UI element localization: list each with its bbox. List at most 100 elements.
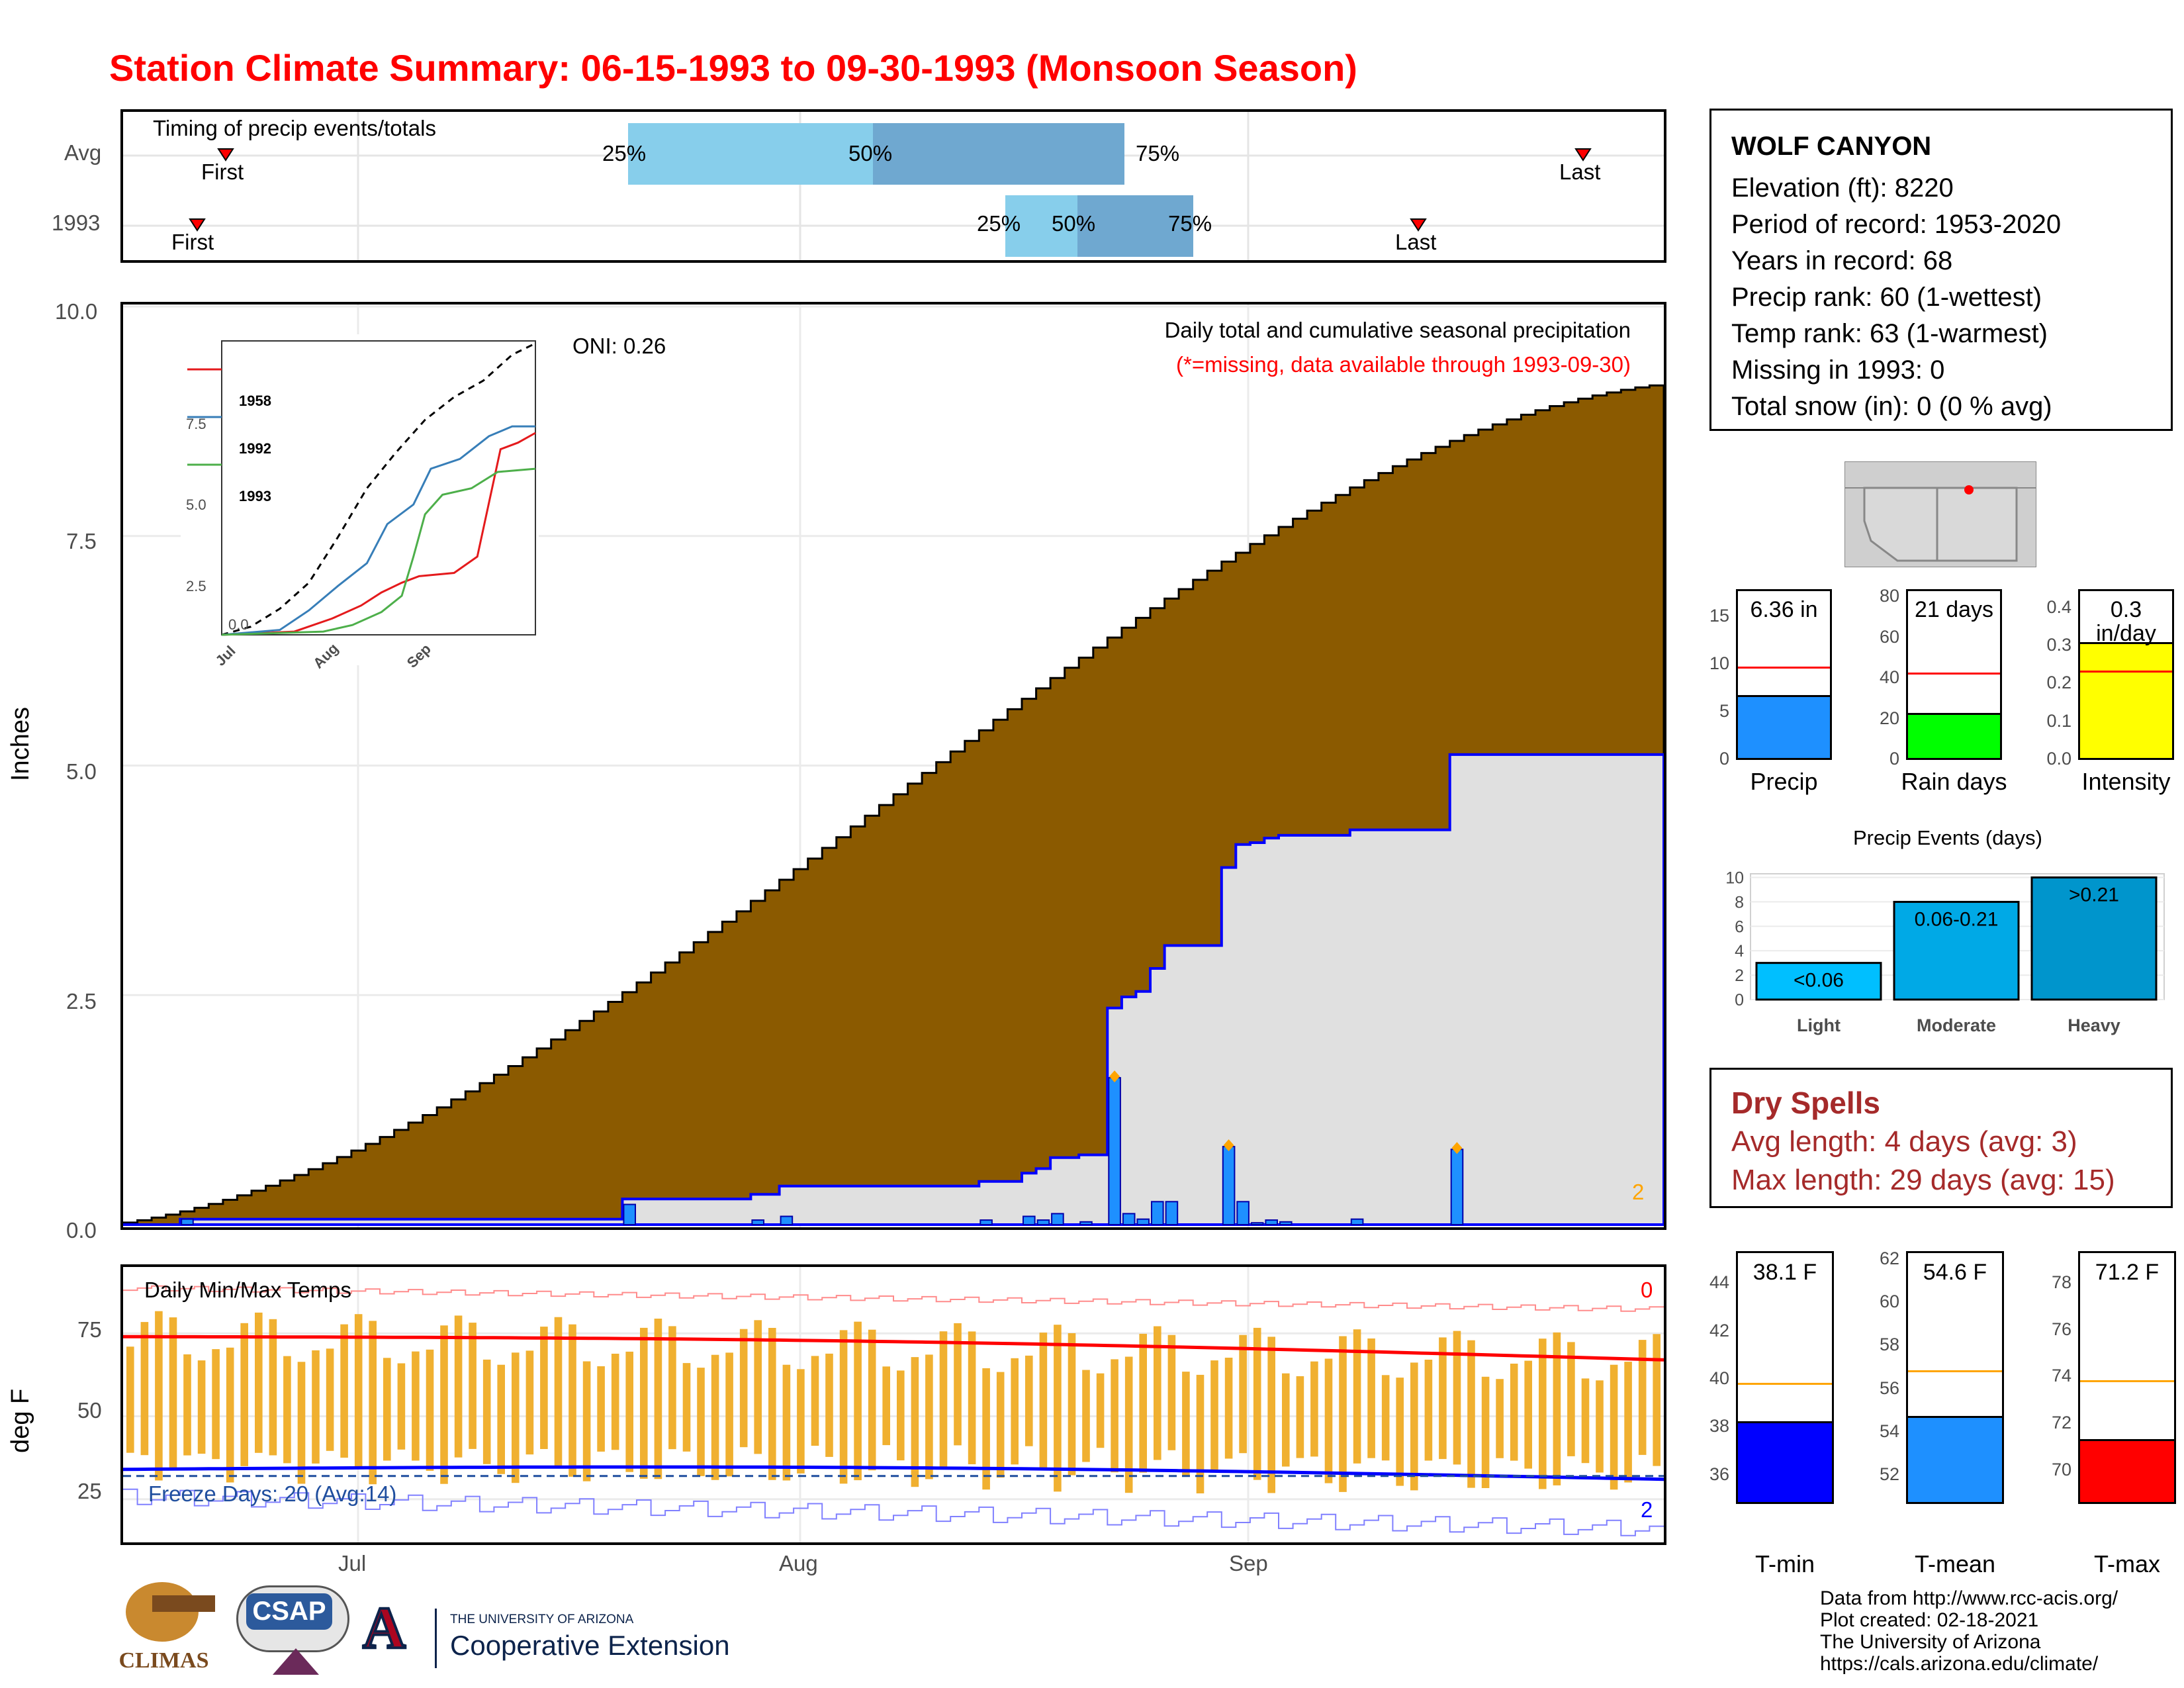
temp-summary-value-0: 38.1 F — [1752, 1260, 1817, 1285]
temp-range-bar-0 — [126, 1346, 134, 1453]
temp-range-bar-53 — [882, 1366, 890, 1446]
station-elevation: Elevation (ft): 8220 — [1731, 173, 1954, 203]
temp-range-bar-80 — [1267, 1336, 1275, 1493]
temp-range-bar-46 — [782, 1364, 791, 1481]
events-category-2: Heavy — [2068, 1015, 2120, 1035]
summary-tick-1-3: 60 — [1879, 626, 1899, 647]
temp-range-bar-34 — [611, 1354, 619, 1450]
temp-range-bar-4 — [183, 1354, 191, 1456]
temp-range-bar-91 — [1424, 1360, 1433, 1461]
y1993-last-marker — [1410, 218, 1427, 232]
summary-box-0: 6.36 in — [1736, 589, 1832, 760]
daily-precip-bar-72 — [1151, 1201, 1164, 1226]
events-bar-2 — [2030, 876, 2158, 1001]
climas-logo: CLIMAS — [109, 1582, 218, 1681]
average-max-line — [123, 1335, 1664, 1362]
daily-precip-bar-64 — [1036, 1219, 1050, 1225]
daily-precip-bar-93 — [1450, 1149, 1464, 1226]
temp-range-bar-64 — [1039, 1333, 1048, 1469]
events-bar-label-2: >0.21 — [2069, 884, 2119, 906]
cumulative-1993-area — [123, 753, 1664, 1226]
daily-precip-bar-81 — [1279, 1221, 1293, 1226]
temp-range-bar-42 — [725, 1352, 733, 1477]
daily-precip-bar-86 — [1350, 1218, 1364, 1225]
temp-range-bar-85 — [1339, 1336, 1347, 1492]
temp-range-bar-93 — [1453, 1331, 1461, 1465]
temp-range-bar-56 — [925, 1354, 933, 1479]
temp-range-bar-96 — [1496, 1379, 1504, 1458]
summary-box-1: 21 days — [1906, 589, 2002, 760]
avg-p50-label: 50% — [848, 141, 893, 165]
temp-range-bar-19 — [397, 1363, 406, 1450]
ua-big-text: Cooperative Extension — [450, 1630, 730, 1661]
temp-range-bar-101 — [1567, 1342, 1575, 1456]
daily-precip-bar-78 — [1236, 1201, 1250, 1226]
temp-summary-tick-1-5: 62 — [1879, 1248, 1899, 1268]
footer-line-1: Data from http://www.rcc-acis.org/ — [1820, 1587, 2118, 1609]
events-bar-label-0: <0.06 — [1794, 970, 1844, 992]
average-min-line — [123, 1465, 1664, 1481]
temp-range-bar-68 — [1096, 1373, 1105, 1448]
temp-range-bar-1 — [140, 1322, 149, 1456]
temp-range-bar-24 — [469, 1323, 477, 1449]
temp-range-bar-11 — [283, 1356, 291, 1464]
record-high-line — [123, 1285, 1664, 1312]
temp-summary-tick-0-2: 40 — [1709, 1368, 1729, 1388]
temp-ytick-75: 75 — [77, 1317, 102, 1342]
precip-ytick-1: 2.5 — [66, 989, 97, 1013]
timing-header: Timing of precip events/totals — [153, 116, 436, 140]
summary-tick-2-0: 0.0 — [2046, 749, 2071, 769]
temp-range-bar-13 — [312, 1350, 320, 1464]
dry-spells-box: Dry Spells Avg length: 4 days (avg: 3) M… — [1709, 1068, 2173, 1208]
avg-last-label: Last — [1559, 160, 1601, 184]
temp-range-bar-16 — [354, 1314, 363, 1468]
timing-panel: Timing of precip events/totals First Las… — [120, 109, 1666, 263]
temp-count-bottom: 2 — [1641, 1497, 1653, 1522]
summary-tick-1-1: 20 — [1879, 708, 1899, 728]
avg-25-50-bar — [628, 123, 873, 185]
inset-ytick-2: 5.0 — [186, 496, 206, 513]
temp-range-bar-58 — [954, 1323, 962, 1446]
summary-tick-2-2: 0.2 — [2046, 673, 2071, 693]
station-location-marker — [1964, 485, 1974, 494]
temp-range-bar-106 — [1638, 1340, 1647, 1455]
temp-range-bar-33 — [597, 1366, 605, 1452]
temp-range-bar-60 — [982, 1368, 990, 1490]
temp-range-bar-76 — [1210, 1360, 1218, 1470]
temp-range-bar-45 — [768, 1328, 776, 1480]
precip-header: Daily total and cumulative seasonal prec… — [1164, 318, 1631, 342]
avg-last-marker — [1574, 148, 1592, 162]
temp-range-bar-47 — [797, 1369, 805, 1474]
station-temp-rank: Temp rank: 63 (1-warmest) — [1731, 319, 2048, 348]
temp-range-bar-95 — [1481, 1376, 1490, 1488]
daily-precip-bar-44 — [751, 1219, 765, 1225]
temp-range-bar-48 — [811, 1356, 819, 1446]
temp-range-bar-82 — [1296, 1376, 1304, 1458]
temp-range-bar-61 — [996, 1372, 1005, 1478]
temp-range-bar-7 — [226, 1347, 234, 1483]
temp-summary-tick-0-0: 36 — [1709, 1464, 1729, 1484]
daily-precip-bar-67 — [1079, 1221, 1093, 1226]
precip-ytick-2: 5.0 — [66, 759, 97, 784]
precip-ytick-0: 0.0 — [66, 1218, 97, 1243]
events-category-1: Moderate — [1917, 1015, 1996, 1035]
station-missing: Missing in 1993: 0 — [1731, 355, 1945, 385]
summary-tick-0-2: 10 — [1709, 653, 1729, 673]
y1993-last-label: Last — [1395, 230, 1437, 254]
summary-tick-1-0: 0 — [1889, 749, 1899, 769]
temp-summary-tick-1-1: 54 — [1879, 1421, 1899, 1442]
temp-range-bar-71 — [1139, 1333, 1147, 1473]
inset-line-1993 — [221, 467, 536, 636]
precip-ytick-3: 7.5 — [66, 529, 97, 553]
missing-count: 2 — [1632, 1180, 1645, 1204]
inset-frame — [221, 340, 536, 635]
temp-range-bar-57 — [939, 1331, 948, 1468]
temp-range-bar-65 — [1054, 1325, 1062, 1492]
daily-precip-bar-4 — [181, 1218, 194, 1225]
station-info-box: WOLF CANYON Elevation (ft): 8220 Period … — [1709, 109, 2173, 431]
temp-range-bar-9 — [255, 1312, 263, 1453]
inset-svg — [187, 340, 536, 636]
temp-summary-tick-0-3: 42 — [1709, 1320, 1729, 1340]
precip-ylabel: Inches — [7, 707, 34, 781]
temp-range-bar-44 — [754, 1320, 762, 1454]
